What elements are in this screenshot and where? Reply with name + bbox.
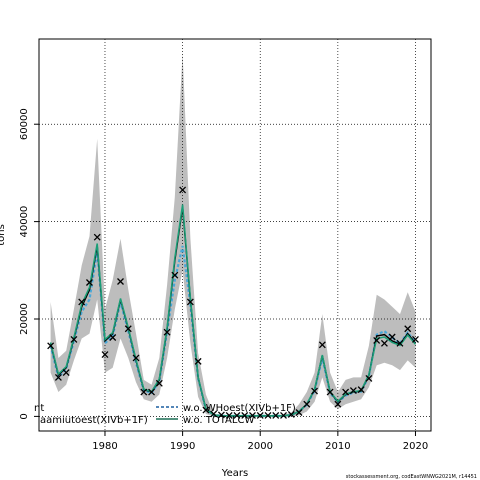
observation-marker [186, 298, 194, 306]
observation-marker [295, 409, 303, 416]
observation-marker [217, 411, 225, 419]
observation-marker [155, 379, 163, 387]
observation-marker [318, 341, 326, 349]
observation-marker [365, 374, 373, 382]
observation-marker [349, 387, 357, 395]
x-tick-label: 2010 [325, 441, 350, 452]
observation-marker [342, 388, 350, 396]
y-tick-label: 20000 [19, 303, 30, 335]
observation-marker [303, 400, 311, 408]
observation-marker [179, 186, 187, 194]
observation-marker [326, 388, 334, 396]
observation-marker [287, 410, 295, 418]
observation-marker [109, 334, 117, 341]
footer-source: stockassessment.org, codEastWNWG2021M, r… [346, 474, 477, 480]
observation-marker [264, 411, 272, 419]
observation-marker [233, 411, 241, 419]
legend-label-aamiutoest: aamiutoest(XIVb+1F) [40, 415, 148, 426]
y-tick-label: 60000 [19, 108, 30, 140]
observation-marker [101, 351, 109, 359]
observation-marker [357, 386, 365, 394]
observation-marker [117, 278, 124, 285]
x-tick-label: 1990 [170, 441, 195, 452]
observation-marker [334, 400, 342, 408]
observation-marker [171, 271, 179, 279]
observation-marker [380, 339, 388, 347]
observation-marker [241, 411, 249, 419]
observation-marker [85, 279, 93, 286]
legend-label-totalcw: w.o. TOTALCW [183, 415, 254, 426]
observation-markers [47, 186, 419, 419]
observation-marker [47, 342, 55, 350]
y-tick-label: 40000 [19, 206, 30, 238]
y-axis-ticks: 0 20000 40000 60000 [19, 108, 39, 420]
x-tick-label: 1980 [92, 441, 117, 452]
legend-label-nt: nt [34, 403, 44, 414]
legend: nt aamiutoest(XIVb+1F) w.o. WHoest(XIVb+… [34, 403, 296, 426]
observation-marker [78, 298, 86, 306]
plot-frame [38, 38, 432, 432]
observation-marker [249, 411, 256, 419]
observation-marker [396, 339, 404, 347]
x-tick-label: 2020 [403, 441, 428, 452]
observation-marker [280, 411, 287, 419]
x-axis-ticks: 1980 1990 2000 2010 2020 [92, 431, 428, 452]
observation-marker [148, 388, 156, 396]
y-tick-label: 0 [19, 413, 30, 419]
observation-marker [70, 335, 78, 343]
observation-marker [163, 328, 171, 336]
observation-marker [404, 325, 412, 333]
observation-marker [311, 387, 319, 395]
x-axis-title: Years [221, 468, 248, 479]
x-tick-label: 2000 [248, 441, 273, 452]
observation-marker [140, 388, 148, 396]
observation-marker [225, 411, 233, 419]
observation-marker [93, 233, 101, 241]
observation-marker [124, 325, 132, 333]
observation-marker [54, 373, 62, 381]
observation-marker [412, 335, 419, 343]
observation-marker [202, 406, 210, 414]
observation-marker [62, 369, 70, 377]
observation-marker [256, 411, 264, 419]
observation-marker [388, 333, 396, 341]
observation-marker [210, 410, 218, 418]
legend-label-whoest: w.o. WHoest(XIVb+1F) [183, 403, 296, 414]
observation-marker [373, 336, 381, 344]
y-axis-title: tons [0, 224, 7, 246]
observation-marker [194, 357, 202, 365]
observation-marker [272, 411, 280, 419]
observation-marker [132, 354, 140, 362]
